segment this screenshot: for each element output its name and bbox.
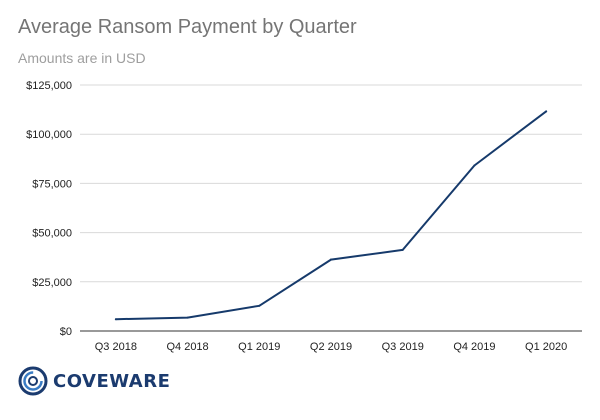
y-tick-label: $125,000 (26, 80, 72, 92)
data-point (114, 318, 117, 321)
data-point (330, 258, 332, 261)
y-tick-label: $75,000 (32, 178, 72, 190)
data-point (258, 304, 261, 307)
x-tick-label: Q4 2018 (166, 341, 208, 353)
x-tick-label: Q3 2019 (382, 341, 424, 353)
data-point (473, 164, 476, 167)
data-point (401, 248, 404, 251)
coveware-logo-text: COVEWARE (53, 370, 171, 392)
data-point (545, 110, 548, 113)
series-line (114, 110, 548, 321)
coveware-logo-icon (18, 366, 48, 396)
x-tick-label: Q2 2019 (310, 341, 352, 353)
coveware-logo: COVEWARE (18, 366, 170, 396)
x-tick-label: Q4 2019 (453, 341, 495, 353)
chart-title: Average Ransom Payment by Quarter (18, 16, 357, 38)
data-point (186, 316, 189, 319)
x-tick-label: Q1 2020 (525, 341, 567, 353)
x-tick-label: Q1 2019 (238, 341, 280, 353)
y-tick-label: $0 (60, 326, 72, 338)
y-tick-label: $50,000 (32, 228, 72, 240)
y-tick-label: $25,000 (32, 277, 72, 289)
chart-subtitle: Amounts are in USD (18, 50, 146, 66)
y-tick-label: $100,000 (26, 129, 72, 141)
x-tick-label: Q3 2018 (95, 341, 137, 353)
